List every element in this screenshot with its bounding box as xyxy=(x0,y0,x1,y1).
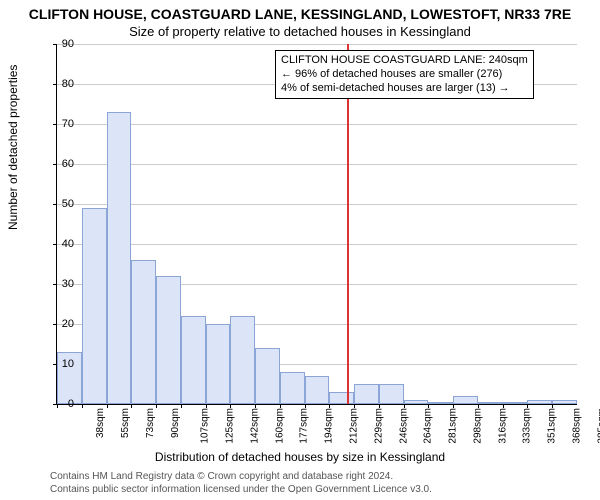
annotation-line: 4% of semi-detached houses are larger (1… xyxy=(281,82,528,96)
histogram-bar xyxy=(131,260,156,404)
histogram-bar xyxy=(156,276,181,404)
xtick-mark xyxy=(552,404,553,408)
gridline xyxy=(57,124,577,125)
xtick-label: 298sqm xyxy=(472,408,483,444)
footer-line-1: Contains HM Land Registry data © Crown c… xyxy=(50,470,432,483)
histogram-bar xyxy=(280,372,305,404)
xtick-mark xyxy=(255,404,256,408)
annotation-line: ← 96% of detached houses are smaller (27… xyxy=(281,68,528,82)
xtick-mark xyxy=(156,404,157,408)
ytick-label: 30 xyxy=(50,278,74,290)
x-axis-label: Distribution of detached houses by size … xyxy=(0,450,600,464)
xtick-mark xyxy=(230,404,231,408)
xtick-mark xyxy=(107,404,108,408)
ytick-label: 10 xyxy=(50,358,74,370)
xtick-mark xyxy=(82,404,83,408)
footer-line-2: Contains public sector information licen… xyxy=(50,483,432,496)
ytick-label: 50 xyxy=(50,198,74,210)
ytick-label: 40 xyxy=(50,238,74,250)
histogram-bar xyxy=(255,348,280,404)
xtick-mark xyxy=(503,404,504,408)
xtick-label: 160sqm xyxy=(274,408,285,444)
plot-area: 38sqm55sqm73sqm90sqm107sqm125sqm142sqm16… xyxy=(56,44,577,405)
xtick-mark xyxy=(354,404,355,408)
xtick-label: 125sqm xyxy=(225,408,236,444)
xtick-label: 368sqm xyxy=(571,408,582,444)
xtick-label: 316sqm xyxy=(497,408,508,444)
xtick-label: 229sqm xyxy=(373,408,384,444)
xtick-mark xyxy=(404,404,405,408)
gridline xyxy=(57,204,577,205)
chart-title-main: CLIFTON HOUSE, COASTGUARD LANE, KESSINGL… xyxy=(0,6,600,22)
histogram-bar xyxy=(404,400,429,404)
chart-title-sub: Size of property relative to detached ho… xyxy=(0,24,600,39)
y-axis-label: Number of detached properties xyxy=(6,65,20,230)
chart-container: CLIFTON HOUSE, COASTGUARD LANE, KESSINGL… xyxy=(0,0,600,500)
annotation-box: CLIFTON HOUSE COASTGUARD LANE: 240sqm← 9… xyxy=(275,50,534,99)
xtick-mark xyxy=(478,404,479,408)
ytick-label: 70 xyxy=(50,118,74,130)
xtick-mark xyxy=(280,404,281,408)
xtick-label: 333sqm xyxy=(522,408,533,444)
xtick-label: 177sqm xyxy=(299,408,310,444)
histogram-bar xyxy=(453,396,478,404)
xtick-label: 142sqm xyxy=(250,408,261,444)
histogram-bar xyxy=(206,324,231,404)
histogram-bar xyxy=(478,402,503,404)
xtick-label: 38sqm xyxy=(95,408,106,438)
histogram-bar xyxy=(527,400,552,404)
xtick-label: 351sqm xyxy=(547,408,558,444)
histogram-bar xyxy=(82,208,107,404)
xtick-mark xyxy=(428,404,429,408)
histogram-bar xyxy=(329,392,354,404)
xtick-label: 212sqm xyxy=(349,408,360,444)
xtick-label: 107sqm xyxy=(200,408,211,444)
ytick-label: 90 xyxy=(50,38,74,50)
histogram-bar xyxy=(107,112,132,404)
histogram-bar xyxy=(552,400,577,404)
gridline xyxy=(57,44,577,45)
ytick-label: 20 xyxy=(50,318,74,330)
xtick-mark xyxy=(181,404,182,408)
histogram-bar xyxy=(181,316,206,404)
footer-credits: Contains HM Land Registry data © Crown c… xyxy=(50,470,432,496)
xtick-label: 246sqm xyxy=(398,408,409,444)
annotation-line: CLIFTON HOUSE COASTGUARD LANE: 240sqm xyxy=(281,54,528,68)
histogram-bar xyxy=(305,376,330,404)
xtick-mark xyxy=(329,404,330,408)
xtick-label: 90sqm xyxy=(170,408,181,438)
histogram-bar xyxy=(230,316,255,404)
ytick-label: 0 xyxy=(50,398,74,410)
xtick-label: 281sqm xyxy=(448,408,459,444)
xtick-label: 264sqm xyxy=(423,408,434,444)
xtick-label: 55sqm xyxy=(120,408,131,438)
histogram-bar xyxy=(354,384,379,404)
xtick-label: 73sqm xyxy=(145,408,156,438)
histogram-bar xyxy=(503,402,528,404)
xtick-mark xyxy=(379,404,380,408)
xtick-mark xyxy=(131,404,132,408)
xtick-label: 194sqm xyxy=(324,408,335,444)
xtick-mark xyxy=(453,404,454,408)
xtick-label: 385sqm xyxy=(596,408,600,444)
xtick-mark xyxy=(206,404,207,408)
ytick-label: 60 xyxy=(50,158,74,170)
xtick-mark xyxy=(527,404,528,408)
gridline xyxy=(57,164,577,165)
gridline xyxy=(57,244,577,245)
xtick-mark xyxy=(305,404,306,408)
histogram-bar xyxy=(428,402,453,404)
histogram-bar xyxy=(379,384,404,404)
ytick-label: 80 xyxy=(50,78,74,90)
